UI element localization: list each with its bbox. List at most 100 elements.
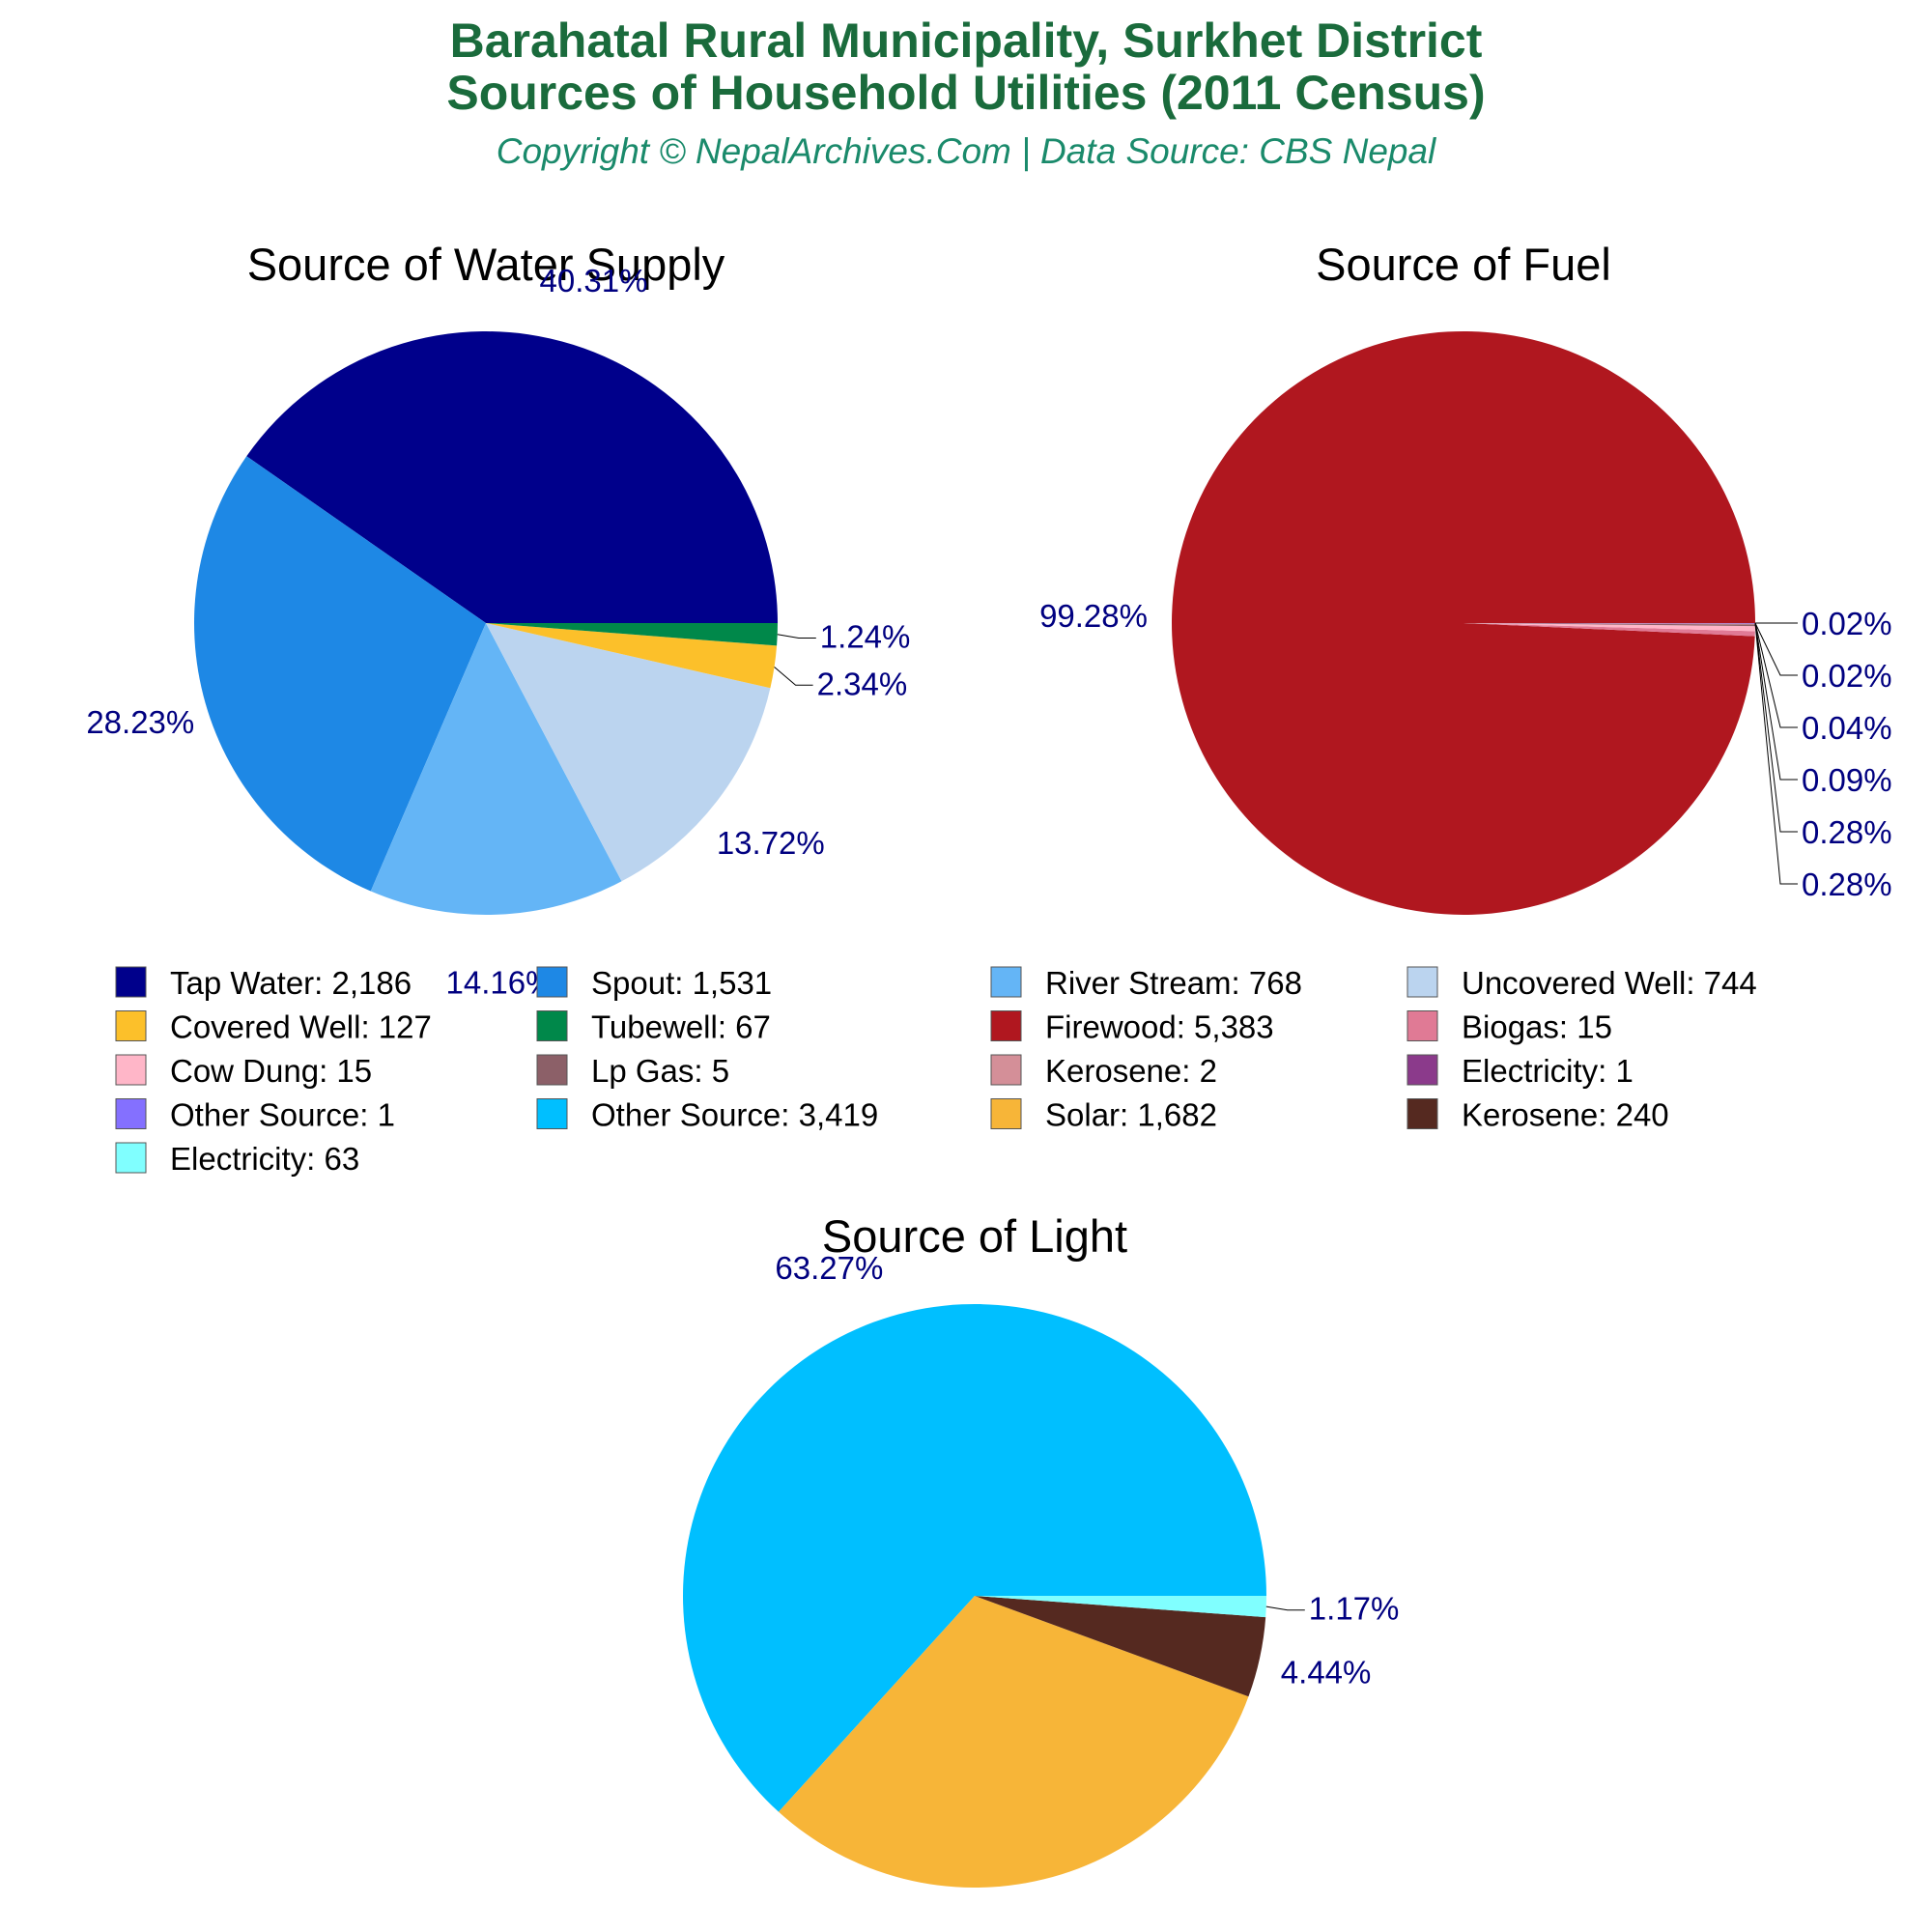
leader-line bbox=[777, 634, 816, 639]
pie-slice-covered-well bbox=[486, 623, 778, 689]
pct-label-cow-dung: 0.28% bbox=[1802, 814, 1892, 850]
pct-label-tap-water: 40.31% bbox=[540, 263, 648, 298]
pie-slice-biogas bbox=[1463, 623, 1755, 637]
legend-label: Spout: 1,531 bbox=[591, 965, 772, 1001]
legend-item-electricity-63: Electricity: 63 bbox=[115, 1141, 359, 1177]
legend-item-spout-1-531: Spout: 1,531 bbox=[536, 965, 772, 1001]
legend-label: River Stream: 768 bbox=[1045, 965, 1302, 1001]
pct-label-covered-well: 2.34% bbox=[817, 666, 908, 701]
legend-swatch bbox=[115, 1142, 147, 1174]
legend-swatch bbox=[990, 1010, 1022, 1041]
legend-label: Electricity: 1 bbox=[1462, 1053, 1634, 1089]
pie-slice-river-stream bbox=[370, 623, 622, 915]
legend-label: Electricity: 63 bbox=[170, 1141, 359, 1177]
pie-slice-electricity bbox=[1463, 623, 1756, 624]
legend-label: Tubewell: 67 bbox=[591, 1009, 771, 1045]
pct-label-other-source: 63.27% bbox=[775, 1250, 883, 1286]
legend-label: Solar: 1,682 bbox=[1045, 1097, 1217, 1133]
pct-label-biogas: 0.28% bbox=[1802, 867, 1892, 902]
legend-item-lp-gas-5: Lp Gas: 5 bbox=[536, 1053, 729, 1089]
pct-label-tubewell: 1.24% bbox=[820, 619, 911, 655]
pie-title-source-of-light: Source of Light bbox=[822, 1210, 1127, 1262]
legend-swatch bbox=[990, 966, 1022, 998]
pie-slice-cow-dung bbox=[1463, 623, 1755, 632]
legend-label: Other Source: 3,419 bbox=[591, 1097, 878, 1133]
legend-item-tap-water-2-186: Tap Water: 2,186 bbox=[115, 965, 412, 1001]
leader-line bbox=[1754, 622, 1798, 885]
legend-item-other-source-3-419: Other Source: 3,419 bbox=[536, 1097, 878, 1133]
leader-line bbox=[1754, 622, 1798, 833]
leader-line bbox=[1754, 622, 1798, 781]
legend-item-tubewell-67: Tubewell: 67 bbox=[536, 1009, 771, 1045]
pie-slice-kerosene bbox=[975, 1596, 1266, 1697]
legend-item-uncovered-well-744: Uncovered Well: 744 bbox=[1406, 965, 1757, 1001]
pct-label-kerosene: 4.44% bbox=[1281, 1655, 1372, 1690]
legend-item-biogas-15: Biogas: 15 bbox=[1406, 1009, 1612, 1045]
legend-item-other-source-1: Other Source: 1 bbox=[115, 1097, 395, 1133]
pct-label-uncovered-well: 13.72% bbox=[717, 825, 825, 861]
pct-label-electricity: 1.17% bbox=[1309, 1591, 1400, 1627]
pie-slice-firewood bbox=[1172, 330, 1755, 915]
pie-slice-tubewell bbox=[486, 623, 778, 646]
pct-label-firewood: 99.28% bbox=[1039, 598, 1148, 634]
legend-item-river-stream-768: River Stream: 768 bbox=[990, 965, 1302, 1001]
pct-label-other-source: 0.02% bbox=[1802, 606, 1892, 641]
pie-slice-tap-water bbox=[246, 331, 778, 623]
legend-swatch bbox=[1406, 966, 1438, 998]
leader-line bbox=[1754, 622, 1798, 728]
legend-label: Biogas: 15 bbox=[1462, 1009, 1612, 1045]
pct-label-river-stream: 14.16% bbox=[446, 965, 554, 1001]
pie-slice-lp-gas bbox=[1463, 623, 1755, 627]
legend-label: Uncovered Well: 744 bbox=[1462, 965, 1757, 1001]
legend-swatch bbox=[536, 1010, 568, 1041]
chart-title-line-2: Sources of Household Utilities (2011 Cen… bbox=[446, 66, 1486, 120]
legend-label: Cow Dung: 15 bbox=[170, 1053, 372, 1089]
legend-swatch bbox=[115, 1054, 147, 1086]
legend-label: Lp Gas: 5 bbox=[591, 1053, 729, 1089]
pie-slice-kerosene bbox=[1463, 623, 1756, 625]
pct-label-electricity: 0.02% bbox=[1802, 658, 1892, 694]
legend-label: Kerosene: 240 bbox=[1462, 1097, 1669, 1133]
legend-swatch bbox=[115, 966, 147, 998]
pie-slice-uncovered-well bbox=[486, 623, 771, 882]
legend-item-solar-1-682: Solar: 1,682 bbox=[990, 1097, 1217, 1133]
legend-label: Kerosene: 2 bbox=[1045, 1053, 1217, 1089]
chart-subtitle: Copyright © NepalArchives.Com | Data Sou… bbox=[496, 131, 1436, 171]
pct-label-lp-gas: 0.09% bbox=[1802, 762, 1892, 798]
legend-label: Other Source: 1 bbox=[170, 1097, 395, 1133]
leader-line bbox=[1754, 622, 1798, 676]
legend-swatch bbox=[115, 1098, 147, 1129]
legend-swatch bbox=[536, 966, 568, 998]
pie-slice-spout bbox=[194, 456, 486, 892]
legend-label: Tap Water: 2,186 bbox=[170, 965, 412, 1001]
pct-label-kerosene: 0.04% bbox=[1802, 710, 1892, 746]
leader-line bbox=[1265, 1605, 1305, 1611]
chart-title-line-1: Barahatal Rural Municipality, Surkhet Di… bbox=[449, 14, 1483, 68]
legend-item-electricity-1: Electricity: 1 bbox=[1406, 1053, 1634, 1089]
leader-line bbox=[774, 667, 813, 686]
legend-swatch bbox=[1406, 1010, 1438, 1041]
legend-swatch bbox=[1406, 1098, 1438, 1129]
legend-item-cow-dung-15: Cow Dung: 15 bbox=[115, 1053, 372, 1089]
legend-item-firewood-5-383: Firewood: 5,383 bbox=[990, 1009, 1274, 1045]
legend-swatch bbox=[990, 1098, 1022, 1129]
legend-item-covered-well-127: Covered Well: 127 bbox=[115, 1009, 432, 1045]
pie-slice-electricity bbox=[975, 1596, 1266, 1618]
legend-item-kerosene-2: Kerosene: 2 bbox=[990, 1053, 1217, 1089]
pie-slice-solar bbox=[779, 1596, 1249, 1889]
pct-label-spout: 28.23% bbox=[86, 704, 194, 740]
legend-swatch bbox=[1406, 1054, 1438, 1086]
legend-swatch bbox=[115, 1010, 147, 1041]
legend-swatch bbox=[536, 1054, 568, 1086]
pct-label-solar: 31.13% bbox=[1007, 1927, 1115, 1932]
legend-swatch bbox=[990, 1054, 1022, 1086]
legend-swatch bbox=[536, 1098, 568, 1129]
legend-item-kerosene-240: Kerosene: 240 bbox=[1406, 1097, 1669, 1133]
pie-slice-other-source bbox=[683, 1304, 1266, 1812]
pie-title-source-of-water-supply: Source of Water Supply bbox=[247, 239, 725, 290]
pie-title-source-of-fuel: Source of Fuel bbox=[1316, 239, 1611, 290]
legend-label: Covered Well: 127 bbox=[170, 1009, 432, 1045]
